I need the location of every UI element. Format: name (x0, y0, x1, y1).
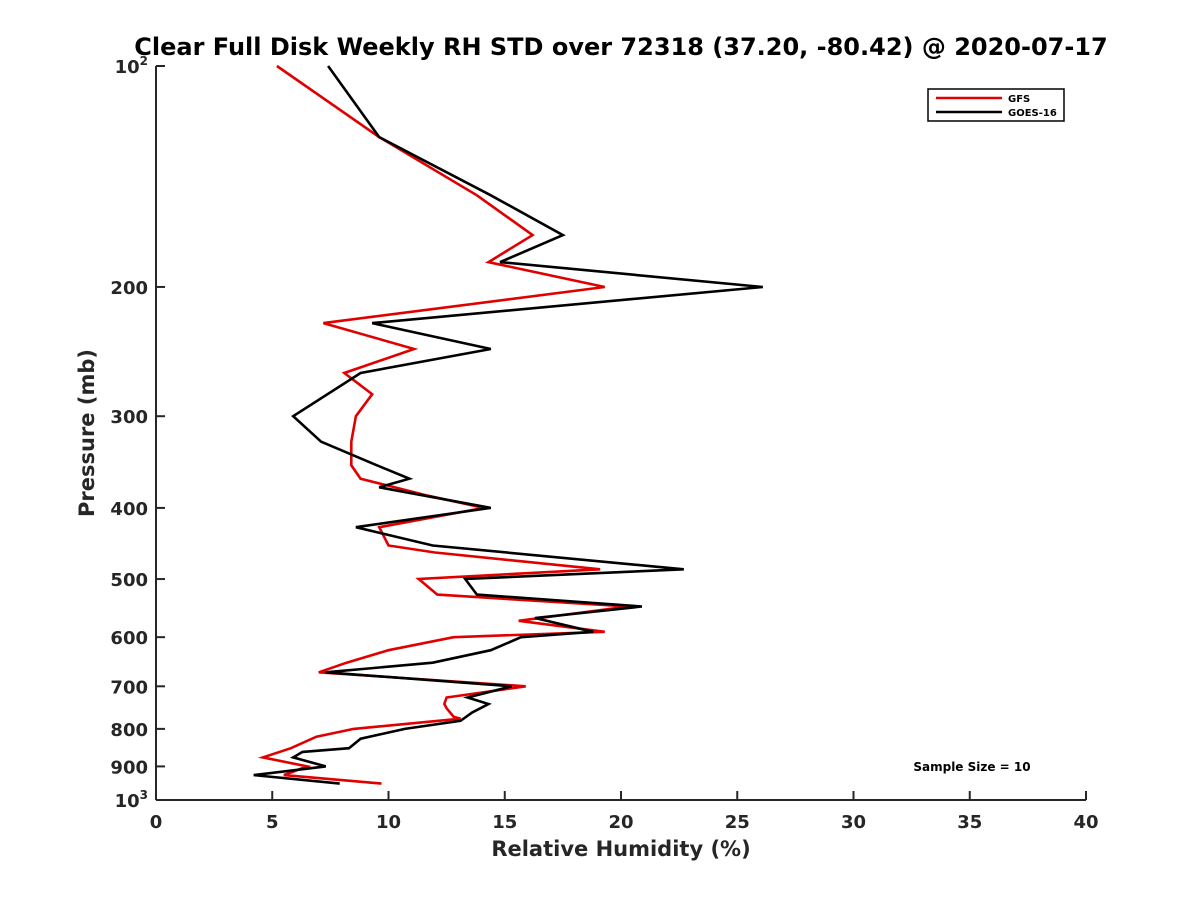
x-tick-label: 5 (266, 812, 279, 833)
legend-label: GOES-16 (1008, 108, 1057, 119)
y-tick-label: 700 (110, 677, 148, 698)
axes-layer: 0 5 10 15 20 25 30 35 40 102 200 300 400 500 600 700 800… (110, 54, 1098, 833)
y-tick-label: 102 (115, 54, 148, 78)
y-tick-label: 400 (110, 499, 148, 520)
x-tick-label: 0 (150, 812, 163, 833)
x-tick-label: 40 (1073, 812, 1098, 833)
legend: GFS GOES-16 (927, 88, 1065, 122)
x-tick-label: 20 (608, 812, 633, 833)
x-tick-label: 15 (492, 812, 517, 833)
x-tick-label: 35 (957, 812, 982, 833)
y-tick-label: 900 (110, 757, 148, 778)
chart-title: Clear Full Disk Weekly RH STD over 72318… (134, 33, 1107, 61)
y-axis-label: Pressure (mb) (75, 349, 99, 517)
legend-label: GFS (1008, 94, 1030, 105)
series-layer (253, 64, 763, 785)
sample-size-annotation: Sample Size = 10 (913, 760, 1030, 774)
legend-box (927, 88, 1065, 122)
y-tick-label: 500 (110, 570, 148, 591)
series-line-gfs (257, 64, 629, 785)
y-tick-label: 300 (110, 407, 148, 428)
y-tick-label: 800 (110, 720, 148, 741)
y-tick-label: 103 (115, 788, 148, 812)
y-tick-label: 600 (110, 628, 148, 649)
x-tick-label: 30 (841, 812, 866, 833)
x-axis-label: Relative Humidity (%) (491, 837, 750, 861)
series-line-goes-16 (253, 65, 763, 785)
y-tick-label: 200 (110, 278, 148, 299)
x-tick-label: 25 (725, 812, 750, 833)
x-tick-label: 10 (376, 812, 401, 833)
